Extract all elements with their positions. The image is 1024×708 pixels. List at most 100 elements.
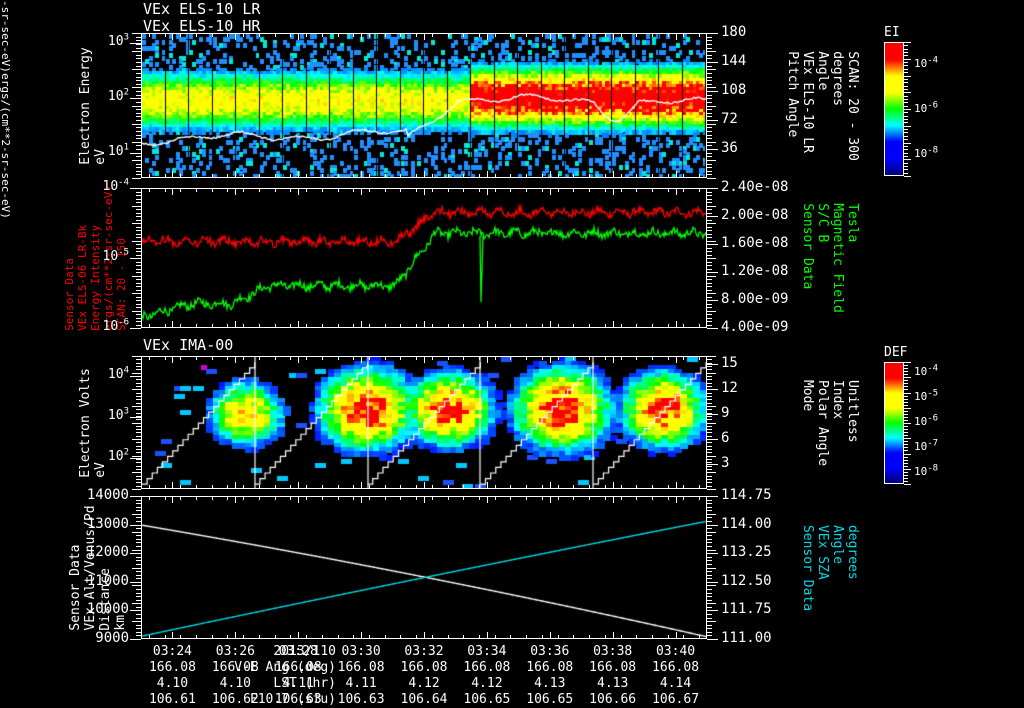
axis-minor-tick [136, 171, 141, 172]
axis-minor-tick [136, 429, 141, 430]
axis-minor-tick [707, 290, 712, 291]
axis-minor-tick [707, 456, 716, 457]
panel1-colorbar-gradient [885, 43, 903, 175]
time-tick-bottom [235, 171, 236, 178]
time-minor-tick-top [227, 188, 228, 192]
bottom-cell-lst: 4.12 [471, 676, 503, 691]
time-tick-top [298, 33, 299, 40]
axis-minor-tick [707, 195, 712, 196]
time-tick-top [550, 356, 551, 363]
time-minor-tick-bottom [290, 324, 291, 328]
axis-minor-tick [707, 230, 712, 231]
time-minor-tick-bottom [275, 635, 276, 639]
axis-minor-tick [136, 476, 141, 477]
time-minor-tick-top [385, 188, 386, 192]
time-minor-tick-top [621, 188, 622, 192]
axis-minor-tick [136, 363, 141, 364]
panel4-right-axis-label: Sensor Data VEx SZA Angle degrees [800, 524, 860, 610]
time-minor-tick-top [526, 356, 527, 360]
time-minor-tick-bottom [558, 324, 559, 328]
time-tick-top [172, 496, 173, 503]
axis-minor-tick [136, 510, 141, 511]
axis-minor-tick [707, 600, 712, 601]
axis-minor-tick [707, 356, 716, 357]
bottom-cell-lst: 4.12 [408, 676, 440, 691]
axis-minor-tick [136, 325, 141, 326]
axis-minor-tick [707, 178, 716, 179]
axis-minor-tick [707, 482, 712, 483]
time-minor-tick-top [165, 496, 166, 500]
axis-minor-tick [136, 73, 141, 74]
bottom-cell-f107: 106.63 [337, 692, 385, 707]
axis-minor-tick [707, 393, 712, 394]
axis-minor-tick [707, 560, 712, 561]
time-tick-bottom [424, 321, 425, 328]
panel1-right-axis-label-line: VEx ELS-10 LR [800, 50, 815, 153]
axis-minor-tick [707, 113, 712, 114]
axis-minor-tick [707, 325, 712, 326]
time-minor-tick-top [448, 188, 449, 192]
time-minor-tick-bottom [306, 485, 307, 489]
time-minor-tick-top [353, 356, 354, 360]
plot-panel-els-spectrogram[interactable] [141, 33, 707, 178]
axis-minor-tick [136, 62, 141, 63]
time-tick-bottom [361, 632, 362, 639]
axis-minor-tick [136, 164, 141, 165]
time-minor-tick-top [558, 496, 559, 500]
axis-minor-tick [136, 127, 141, 128]
time-minor-tick-bottom [385, 174, 386, 178]
axis-minor-tick [132, 621, 141, 622]
axis-minor-tick [136, 593, 141, 594]
time-minor-tick-top [652, 496, 653, 500]
axis-minor-tick [136, 600, 141, 601]
panel1-right-tick: 36 [721, 140, 738, 156]
axis-minor-tick [136, 452, 141, 453]
axis-minor-tick [707, 213, 712, 214]
time-minor-tick-bottom [400, 485, 401, 489]
time-minor-tick-bottom [196, 324, 197, 328]
time-tick-top [613, 496, 614, 503]
axis-minor-tick [707, 279, 712, 280]
panel1-colorbar-unit-label: ergs/(cm**2-sr-sec-eV) [0, 0, 12, 73]
time-minor-tick-top [463, 356, 464, 360]
bottom-cell-f107: 106.63 [274, 692, 322, 707]
axis-minor-tick [136, 192, 141, 193]
time-minor-tick-top [306, 496, 307, 500]
time-minor-tick-bottom [683, 324, 684, 328]
time-minor-tick-bottom [636, 485, 637, 489]
panel3-right-axis-label-line: Polar Angle [815, 379, 830, 466]
time-minor-tick-top [306, 188, 307, 192]
time-minor-tick-top [149, 356, 150, 360]
time-minor-tick-bottom [589, 635, 590, 639]
time-minor-tick-top [463, 33, 464, 37]
time-tick-bottom [424, 482, 425, 489]
axis-minor-tick [707, 124, 716, 125]
time-minor-tick-bottom [621, 174, 622, 178]
panel4-left-tick: 13000 [86, 515, 129, 532]
axis-minor-tick [136, 230, 141, 231]
axis-minor-tick [707, 109, 712, 110]
time-minor-tick-top [180, 188, 181, 192]
axis-minor-tick [132, 160, 141, 161]
plot-panel-ima-ion-spectrogram[interactable] [141, 356, 707, 489]
plot-panel-altitude-sza[interactable] [141, 496, 707, 639]
axis-minor-tick [136, 607, 141, 608]
time-minor-tick-bottom [243, 635, 244, 639]
axis-minor-tick [136, 589, 141, 590]
time-minor-tick-top [275, 188, 276, 192]
axis-minor-tick [707, 621, 716, 622]
time-minor-tick-bottom [479, 324, 480, 328]
axis-minor-tick [136, 399, 141, 400]
axis-minor-tick [136, 102, 141, 103]
plot-panel-energy-intensity-bfield[interactable] [141, 188, 707, 328]
panel4-left-tick: 11000 [86, 572, 129, 589]
time-minor-tick-top [699, 356, 700, 360]
axis-minor-tick [136, 507, 141, 508]
time-minor-tick-bottom [416, 485, 417, 489]
axis-minor-tick [136, 635, 141, 636]
axis-minor-tick [707, 48, 712, 49]
axis-minor-tick [136, 432, 141, 433]
axis-minor-tick [707, 307, 712, 308]
axis-minor-tick [707, 102, 712, 103]
